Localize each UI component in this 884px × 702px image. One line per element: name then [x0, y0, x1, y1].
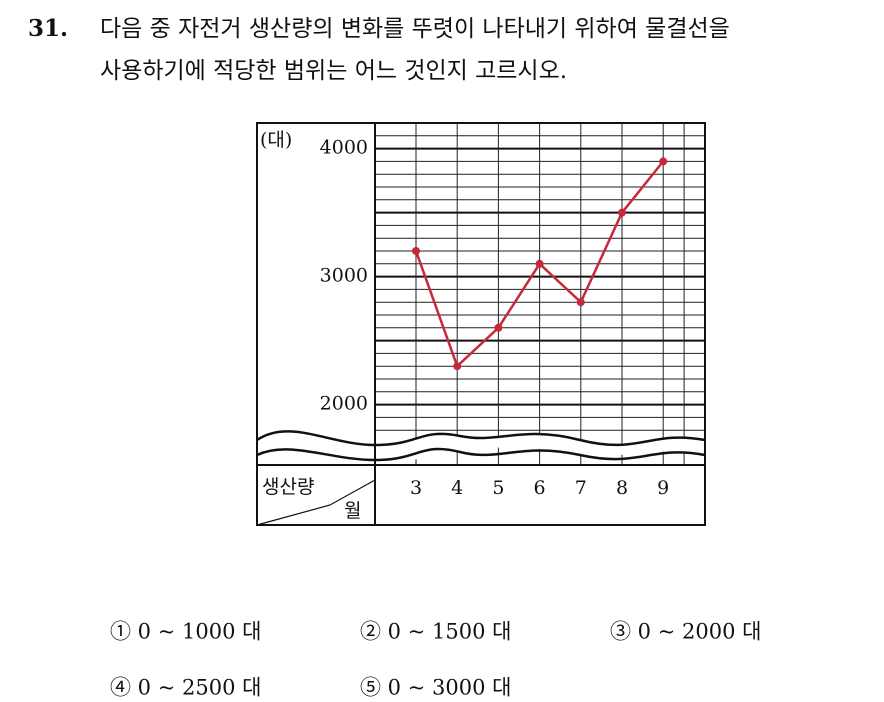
x-tick-label: 9 [657, 477, 669, 499]
data-point [453, 362, 462, 371]
y-header: 생산량 [262, 476, 314, 498]
data-point [659, 157, 668, 166]
data-point [576, 298, 585, 307]
data-point [412, 247, 420, 255]
option: ① 0 ~ 1000 대 [110, 620, 261, 644]
data-point [618, 208, 626, 217]
y-tick-label: 2000 [320, 393, 368, 415]
option: ② 0 ~ 1500 대 [360, 620, 511, 644]
x-tick-label: 7 [575, 477, 587, 499]
chart-frame [256, 122, 706, 526]
y-tick-label: 3000 [320, 265, 368, 287]
question-number: 31. [28, 15, 68, 42]
x-tick-label: 3 [410, 477, 422, 499]
question-text: 사용하기에 적당한 범위는 어느 것인지 고르시오. [100, 58, 567, 84]
option: ⑤ 0 ~ 3000 대 [360, 676, 511, 700]
wave-line [256, 430, 706, 447]
x-tick-label: 4 [451, 477, 463, 499]
x-header: 월 [344, 500, 361, 522]
option: ③ 0 ~ 2000 대 [610, 620, 761, 644]
x-tick-label: 5 [492, 477, 504, 499]
wave-break [257, 431, 705, 461]
question-text: 다음 중 자전거 생산량의 변화를 뚜렷이 나타내기 위하여 물결선을 [100, 16, 730, 42]
option: ④ 0 ~ 2500 대 [110, 676, 261, 700]
x-tick-label: 6 [534, 477, 546, 499]
wave-line [256, 447, 706, 462]
data-point [494, 323, 503, 332]
plot: 3 4 5 6 7 8 9 2000 3000 4000 [320, 137, 670, 499]
x-tick-label: 8 [616, 477, 628, 499]
y-unit: (대) [260, 129, 292, 151]
grid [375, 123, 705, 465]
y-tick-label: 4000 [320, 137, 368, 159]
data-point [535, 259, 544, 268]
header-diagonal [256, 479, 376, 526]
